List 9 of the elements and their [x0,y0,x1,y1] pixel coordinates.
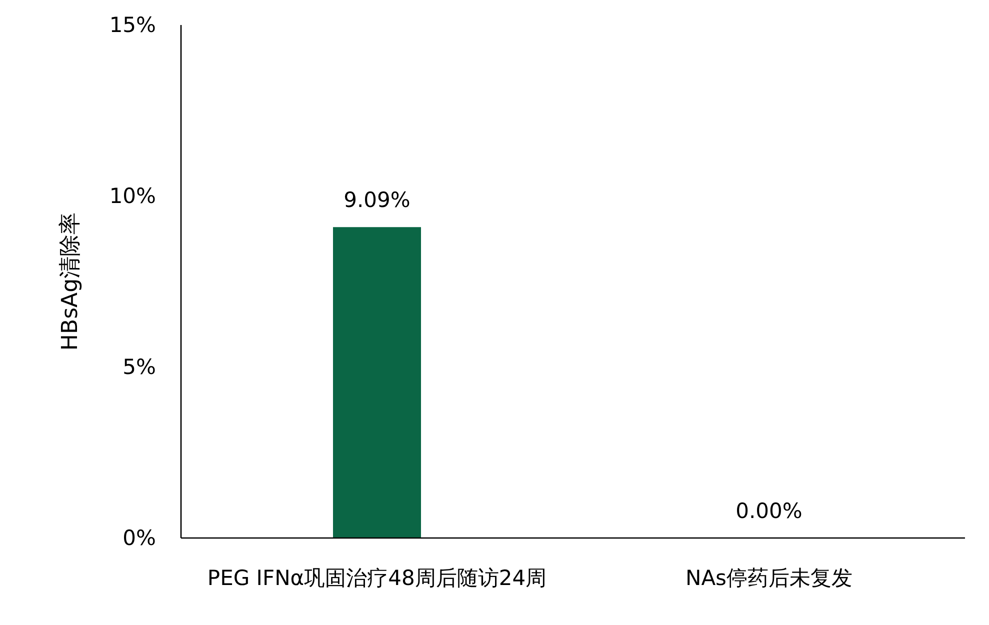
x-tick-label: NAs停药后未复发 [685,566,853,590]
x-tick-label: PEG IFNα巩固治疗48周后随访24周 [207,566,547,590]
y-tick-label: 10% [109,184,156,208]
y-tick-label: 15% [109,13,156,37]
data-label: 0.00% [736,499,802,523]
data-label: 9.09% [344,188,410,212]
y-tick-label: 5% [122,355,156,379]
y-axis-title: HBsAg清除率 [58,212,83,351]
y-tick-label: 0% [122,526,156,550]
